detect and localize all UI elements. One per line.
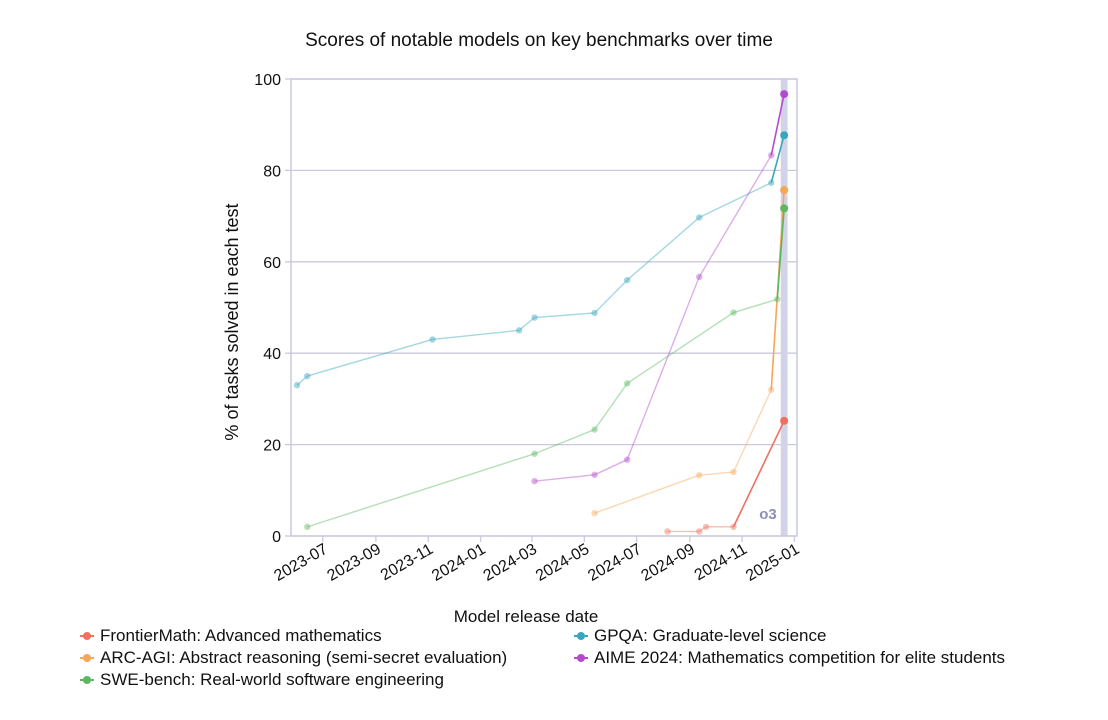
legend-marker-icon [574,653,588,663]
y-axis-ticks: 0 20 40 60 80 100 [254,72,291,546]
data-point [780,131,789,140]
data-point [531,314,538,321]
data-point [702,523,710,531]
series-final-segment [732,420,785,528]
data-point [696,273,703,281]
series-line [664,416,789,535]
legend-item: SWE-bench: Real-world software engineeri… [80,670,444,690]
data-point [768,386,775,393]
x-tick-label: 2024-11 [692,541,750,585]
x-tick-label: 2024-07 [585,541,644,585]
series-final-segment [770,135,785,183]
x-axis-ticks: 2023-072023-092023-112024-012024-032024-… [271,536,803,585]
plot-frame [290,78,798,537]
x-axis-label: Model release date [454,607,599,626]
data-point [531,450,538,457]
series-final-segment [776,208,785,300]
data-point [591,426,598,433]
data-point [774,296,781,303]
data-point [304,372,311,380]
highlight-band: o3 [759,79,788,536]
data-point [780,204,789,213]
data-point [780,186,789,195]
legend-label: ARC-AGI: Abstract reasoning (semi-secret… [100,648,508,667]
legend-label: AIME 2024: Mathematics competition for e… [594,648,1006,667]
y-tick-label: 40 [263,346,281,363]
legend-marker-icon [80,631,94,641]
y-axis-label: % of tasks solved in each test [222,203,242,440]
data-point [780,90,789,99]
y-tick-label: 100 [254,72,281,89]
series-trend [296,182,772,386]
data-point [293,381,301,389]
legend-marker-icon [80,675,94,685]
legend-marker-icon [574,631,588,641]
data-point [591,471,598,478]
x-tick-label: 2024-09 [638,541,697,585]
series-line [293,131,789,389]
legend-marker-icon [80,653,94,663]
legend-item: GPQA: Graduate-level science [574,626,826,646]
data-point [591,309,598,317]
x-tick-label: 2023-07 [271,541,330,585]
data-point [623,380,631,387]
legend-item: AIME 2024: Mathematics competition for e… [574,648,1005,668]
data-point [696,214,703,221]
data-point [304,523,311,531]
series-trend [667,526,734,533]
x-tick-label: 2024-01 [429,541,488,585]
legend-label: FrontierMath: Advanced mathematics [100,626,382,645]
x-tick-label: 2024-03 [481,541,540,585]
legend-item: ARC-AGI: Abstract reasoning (semi-secret… [80,648,507,668]
data-point [768,152,775,159]
data-point [515,327,523,334]
data-point [623,276,631,284]
y-tick-label: 0 [272,529,281,546]
legend-item: FrontierMath: Advanced mathematics [80,626,382,646]
x-tick-label: 2023-09 [325,541,384,585]
series-line [531,90,789,485]
series-trend [594,389,772,514]
y-tick-label: 60 [263,255,281,272]
data-point [429,336,436,343]
data-point [768,179,775,186]
data-point [730,468,737,476]
series-trend [534,154,772,482]
y-tick-label: 80 [263,163,281,180]
chart-title: Scores of notable models on key benchmar… [305,30,773,51]
x-tick-label: 2025-01 [743,541,802,585]
data-point [531,477,538,485]
data-point [591,509,598,517]
series-line [591,186,789,517]
legend-label: SWE-bench: Real-world software engineeri… [100,670,444,689]
series-line [304,204,789,531]
series-final-segment [770,93,785,156]
highlight-rect [780,79,788,536]
data-point [696,528,703,535]
data-point [664,528,671,535]
data-point [730,309,737,316]
data-point [780,416,789,425]
x-tick-label: 2024-05 [533,541,592,585]
legend: FrontierMath: Advanced mathematics ARC-AG… [80,626,1080,696]
data-point [696,472,703,479]
grid-lines [291,78,797,537]
data-point [730,523,737,531]
series [293,90,789,535]
series-trend [307,298,778,528]
y-tick-label: 20 [263,438,281,455]
data-point [623,456,631,463]
x-tick-label: 2023-11 [378,541,436,585]
highlight-label: o3 [759,506,777,523]
legend-label: GPQA: Graduate-level science [594,626,827,645]
